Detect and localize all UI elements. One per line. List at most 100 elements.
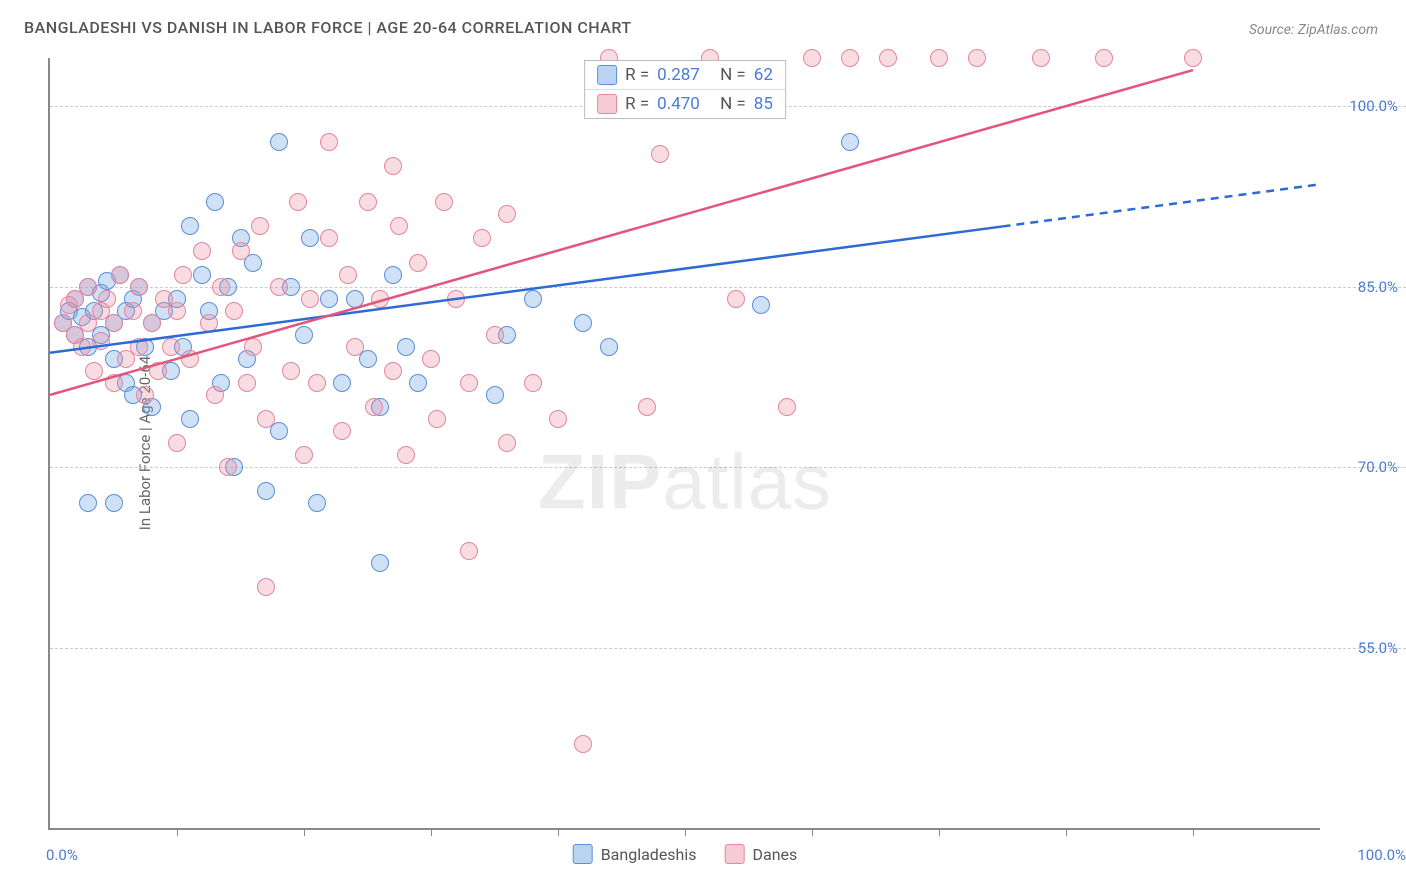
data-point (308, 374, 326, 392)
data-point (930, 49, 948, 67)
data-point (212, 278, 230, 296)
data-point (409, 374, 427, 392)
data-point (638, 398, 656, 416)
data-point (105, 494, 123, 512)
data-point (422, 350, 440, 368)
data-point (397, 338, 415, 356)
data-point (251, 217, 269, 235)
data-point (244, 338, 262, 356)
x-axis-max-label: 100.0% (1357, 846, 1406, 864)
stats-r-label: R = (625, 94, 649, 114)
y-tick-label: 100.0% (1328, 97, 1398, 115)
data-point (778, 398, 796, 416)
data-point (359, 193, 377, 211)
data-point (301, 290, 319, 308)
data-point (200, 314, 218, 332)
data-point (574, 314, 592, 332)
data-point (130, 338, 148, 356)
data-point (320, 290, 338, 308)
x-tick (812, 828, 813, 836)
data-point (841, 49, 859, 67)
stats-r-value-a: 0.287 (657, 65, 700, 85)
y-tick-label: 85.0% (1328, 278, 1398, 296)
correlation-stats-box: R = 0.287 N = 62 R = 0.470 N = 85 (584, 60, 786, 119)
data-point (232, 242, 250, 260)
data-point (320, 229, 338, 247)
data-point (181, 217, 199, 235)
data-point (85, 362, 103, 380)
chart-container: BANGLADESHI VS DANISH IN LABOR FORCE | A… (0, 0, 1406, 892)
data-point (1095, 49, 1113, 67)
data-point (257, 482, 275, 500)
x-tick (558, 828, 559, 836)
data-point (1032, 49, 1050, 67)
legend-item-danes: Danes (725, 844, 798, 864)
gridline (50, 648, 1406, 649)
data-point (409, 254, 427, 272)
x-tick (939, 828, 940, 836)
stats-n-label: N = (720, 94, 746, 114)
data-point (879, 49, 897, 67)
data-point (79, 278, 97, 296)
data-point (841, 133, 859, 151)
data-point (111, 266, 129, 284)
data-point (498, 205, 516, 223)
data-point (333, 374, 351, 392)
data-point (301, 229, 319, 247)
data-point (295, 326, 313, 344)
data-point (181, 350, 199, 368)
data-point (486, 386, 504, 404)
data-point (105, 314, 123, 332)
data-point (238, 374, 256, 392)
data-point (257, 410, 275, 428)
data-point (486, 326, 504, 344)
stats-n-value-a: 62 (754, 65, 773, 85)
data-point (651, 145, 669, 163)
gridline (50, 287, 1406, 288)
data-point (257, 578, 275, 596)
data-point (181, 410, 199, 428)
legend-item-bangladeshis: Bangladeshis (573, 844, 697, 864)
data-point (428, 410, 446, 428)
swatch-danes-icon (725, 844, 745, 864)
stats-n-label: N = (720, 65, 746, 85)
data-point (333, 422, 351, 440)
x-tick (431, 828, 432, 836)
data-point (803, 49, 821, 67)
stats-n-value-b: 85 (754, 94, 773, 114)
data-point (339, 266, 357, 284)
data-point (193, 266, 211, 284)
series-legend: Bangladeshis Danes (573, 844, 798, 864)
data-point (105, 374, 123, 392)
data-point (136, 386, 154, 404)
data-point (397, 446, 415, 464)
x-tick (177, 828, 178, 836)
data-point (270, 133, 288, 151)
data-point (225, 302, 243, 320)
data-point (168, 302, 186, 320)
data-point (384, 157, 402, 175)
chart-title: BANGLADESHI VS DANISH IN LABOR FORCE | A… (24, 18, 632, 37)
data-point (447, 290, 465, 308)
data-point (308, 494, 326, 512)
data-point (143, 314, 161, 332)
data-point (346, 290, 364, 308)
data-point (435, 193, 453, 211)
gridline (50, 467, 1406, 468)
data-point (524, 290, 542, 308)
data-point (168, 434, 186, 452)
data-point (92, 332, 110, 350)
data-point (968, 49, 986, 67)
x-tick (685, 828, 686, 836)
data-point (346, 338, 364, 356)
x-tick (1193, 828, 1194, 836)
data-point (193, 242, 211, 260)
data-point (390, 217, 408, 235)
data-point (162, 338, 180, 356)
legend-label-a: Bangladeshis (601, 845, 697, 864)
data-point (206, 386, 224, 404)
data-point (371, 554, 389, 572)
source-attribution: Source: ZipAtlas.com (1249, 22, 1378, 38)
data-point (473, 229, 491, 247)
data-point (295, 446, 313, 464)
